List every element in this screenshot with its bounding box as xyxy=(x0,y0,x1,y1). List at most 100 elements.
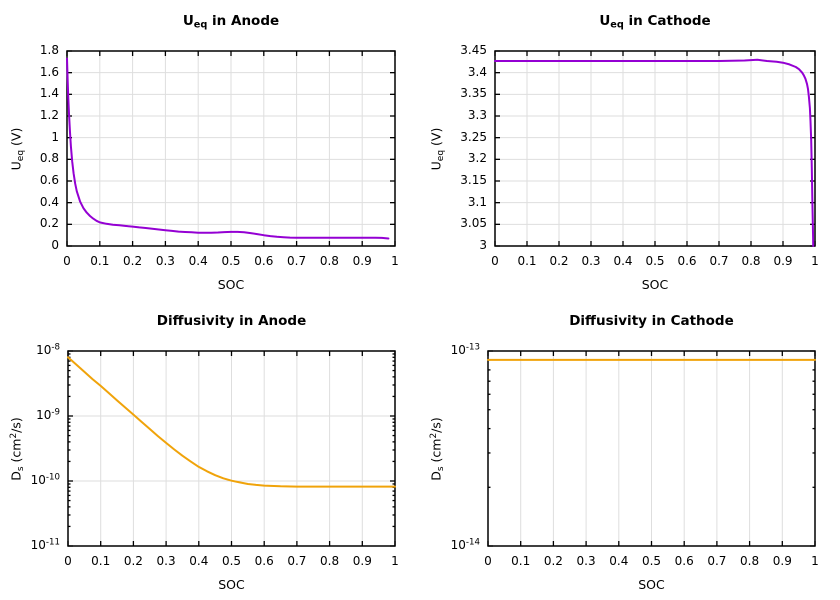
y-tick-label: 3.3 xyxy=(467,108,487,122)
x-tick-label: 0.8 xyxy=(320,554,340,568)
x-tick-label: 0.8 xyxy=(741,254,761,268)
grid-lines xyxy=(494,50,816,247)
x-tick-label: 0.7 xyxy=(287,554,307,568)
x-tick-label: 1 xyxy=(811,254,819,268)
chart-title: Diffusivity in Cathode xyxy=(569,313,734,329)
x-tick-label: 0.3 xyxy=(581,254,601,268)
y-tick-label: 0 xyxy=(51,238,59,252)
x-tick-label: 0 xyxy=(63,254,71,268)
x-tick-label: 0.9 xyxy=(773,254,793,268)
chart-title: Diffusivity in Anode xyxy=(156,313,307,329)
plot-frame xyxy=(67,350,396,547)
x-tick-label: 1 xyxy=(391,554,399,568)
y-tick-label: 3.15 xyxy=(460,173,487,187)
x-tick-label: 0.6 xyxy=(674,554,694,568)
x-tick-label: 0.2 xyxy=(123,254,143,268)
x-tick-label: 0.1 xyxy=(511,554,531,568)
x-axis-label: SOC xyxy=(641,277,669,292)
x-tick-label: 0.4 xyxy=(189,554,209,568)
x-tick-label: 0 xyxy=(491,254,499,268)
y-tick-label: 0.6 xyxy=(39,173,59,187)
y-tick-label: 1 xyxy=(51,129,59,144)
x-tick-label: 0.8 xyxy=(740,554,760,568)
x-tick-label: 0.7 xyxy=(707,554,727,568)
x-tick-label: 0.3 xyxy=(155,254,175,268)
y-tick-label: 3.45 xyxy=(460,43,487,57)
plot-diffusivity-anode: Diffusivity in Anode SOC Ds (cm2/s) 0 0.1… xyxy=(0,300,420,600)
x-tick-label: 0.5 xyxy=(221,254,241,268)
y-tick-label: 0.2 xyxy=(39,216,59,231)
y-tick-label: 3 xyxy=(479,238,487,252)
plot-canvas xyxy=(67,350,396,547)
y-tick-label: 10-10 xyxy=(30,472,60,487)
plot-canvas xyxy=(494,50,816,247)
grid-lines xyxy=(487,350,816,547)
y-tick-label: 3.05 xyxy=(460,216,487,231)
x-tick-label: 0.2 xyxy=(123,554,143,568)
plot-ueq-anode: Ueq in Anode SOC Ueq (V) 0 0.1 0.2 0.3 0.4 0.… xyxy=(0,0,420,300)
x-tick-label: 0.5 xyxy=(221,554,242,568)
x-tick-label: 0.6 xyxy=(254,554,274,568)
data-curve xyxy=(66,57,390,240)
y-tick-label: 1.8 xyxy=(39,43,59,57)
chart-title: Ueq in Anode xyxy=(182,13,280,31)
y-tick-label: 3.2 xyxy=(467,151,487,166)
x-tick-label: 0.1 xyxy=(90,254,110,268)
y-tick-label: 10-11 xyxy=(30,537,60,552)
plot-canvas xyxy=(487,350,816,547)
plot-ueq-cathode: Ueq in Cathode SOC Ueq (V) 0 0.1 0.2 0.3 0.4… xyxy=(420,0,840,300)
y-axis-label: Ds (cm2/s) xyxy=(8,416,26,481)
x-tick-label: 0.9 xyxy=(352,254,372,268)
x-axis-label: SOC xyxy=(217,277,245,292)
plot-diffusivity-cathode: Diffusivity in Cathode SOC Ds (cm2/s) 0 0… xyxy=(420,300,840,600)
x-tick-label: 0.9 xyxy=(772,554,792,568)
data-curve xyxy=(67,356,396,488)
y-tick-label: 3.25 xyxy=(460,129,487,144)
y-tick-label: 10-9 xyxy=(36,407,60,422)
x-tick-label: 0.5 xyxy=(645,254,665,268)
y-tick-label: 0.4 xyxy=(39,194,59,209)
x-tick-label: 0.6 xyxy=(254,254,274,268)
x-tick-label: 0.2 xyxy=(549,254,569,268)
x-tick-label: 0.4 xyxy=(613,254,633,268)
x-tick-label: 0.7 xyxy=(287,254,307,268)
x-tick-label: 0 xyxy=(64,554,72,568)
chart-title: Ueq in Cathode xyxy=(599,13,711,31)
x-tick-label: 0.6 xyxy=(677,254,697,268)
x-tick-label: 0.4 xyxy=(188,254,208,268)
y-axis-label: Ds (cm2/s) xyxy=(428,416,446,481)
x-tick-label: 0 xyxy=(484,554,492,568)
y-tick-label: 10-13 xyxy=(450,342,480,357)
x-tick-label: 0.1 xyxy=(91,554,111,568)
plot-frame xyxy=(66,50,396,247)
y-tick-label: 1.2 xyxy=(39,108,59,122)
data-curve xyxy=(494,58,815,247)
x-tick-label: 0.3 xyxy=(156,554,176,568)
grid-lines xyxy=(67,350,396,547)
x-tick-label: 0.7 xyxy=(709,254,729,268)
plot-frame xyxy=(487,350,816,547)
y-tick-label: 1.4 xyxy=(39,86,59,101)
x-tick-label: 0.8 xyxy=(319,254,339,268)
x-tick-label: 0.2 xyxy=(543,554,563,568)
plot-canvas xyxy=(66,50,396,247)
x-tick-label: 0.9 xyxy=(352,554,372,568)
x-tick-label: 1 xyxy=(811,554,819,568)
y-tick-label: 3.4 xyxy=(467,64,487,79)
y-tick-label: 10-8 xyxy=(36,342,60,357)
y-tick-label: 3.35 xyxy=(460,86,487,101)
grid-lines xyxy=(66,50,396,247)
x-axis-label: SOC xyxy=(218,577,245,592)
x-tick-label: 0.1 xyxy=(517,254,537,268)
x-tick-label: 0.4 xyxy=(609,554,629,568)
y-tick-label: 1.6 xyxy=(39,64,59,79)
y-tick-label: 0.8 xyxy=(39,151,59,166)
x-axis-label: SOC xyxy=(638,577,665,592)
y-tick-label: 10-14 xyxy=(450,537,480,552)
x-tick-label: 0.3 xyxy=(576,554,596,568)
y-tick-label: 3.1 xyxy=(467,194,487,209)
x-tick-label: 0.5 xyxy=(641,554,662,568)
plot-frame xyxy=(494,50,816,247)
x-tick-label: 1 xyxy=(391,254,399,268)
